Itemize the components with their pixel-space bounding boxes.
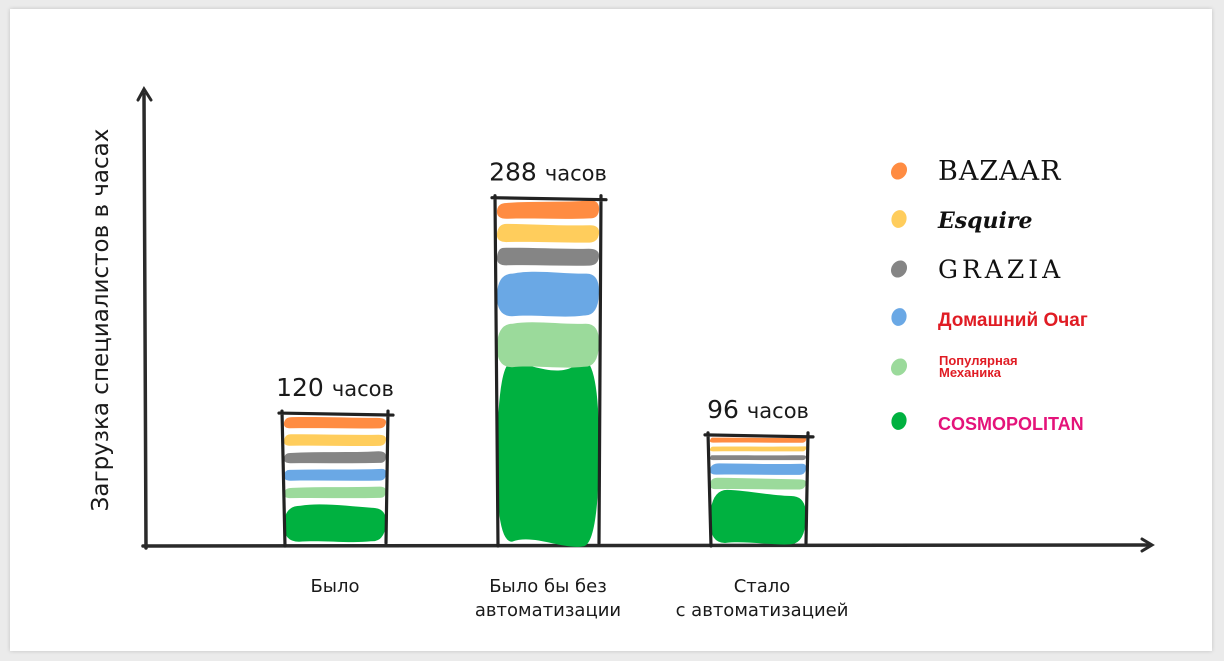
legend-label-4: Популярная Механика [939, 353, 1018, 380]
bar-segment-0-2 [283, 451, 387, 464]
legend-label-2: GRAZIA [938, 255, 1064, 284]
bar-segment-2-0 [709, 437, 807, 443]
legend-swatch-0 [890, 162, 908, 180]
bar-segment-1-0 [496, 200, 600, 219]
total-labels: 120 часов 288 часов 96 часов [276, 158, 809, 424]
x-tick-label-line: Было бы без [489, 576, 607, 597]
x-axis-arrow [1140, 537, 1155, 553]
bar-segment-1-4 [496, 322, 600, 368]
bar-segment-2-1 [709, 446, 807, 452]
y-axis-arrow [136, 86, 153, 102]
bar-total-label-1: 288 часов [489, 158, 607, 187]
bar-segment-2-4 [709, 477, 807, 490]
bar-segment-1-3 [496, 271, 600, 317]
bar-total-label-0: 120 часов [276, 373, 394, 402]
bar-segment-1-1 [496, 223, 600, 243]
legend: BAZAAR Esquire GRAZIA Домашний Очаг Популярн… [890, 156, 1088, 434]
bar-frame-1 [490, 194, 608, 548]
x-tick-label-2: Стало с автоматизацией [676, 576, 849, 621]
legend-label-0: BAZAAR [938, 156, 1061, 187]
bar-total-value-1: 288 [489, 158, 537, 187]
legend-swatch-3 [891, 308, 907, 326]
y-axis-label: Загрузка специалистов в часах [88, 129, 114, 512]
x-tick-label-line: автоматизации [475, 600, 621, 621]
x-tick-label-line: Было [310, 576, 359, 597]
bars-group [277, 194, 815, 548]
legend-label-line: Механика [939, 365, 1002, 380]
x-tick-label-1: Было бы без автоматизации [475, 576, 621, 621]
legend-swatch-2 [890, 260, 908, 278]
legend-swatch-5 [891, 412, 907, 430]
legend-swatch-1 [891, 210, 907, 228]
bar-total-unit-2: часов [747, 399, 809, 423]
x-tick-label-line: с автоматизацией [676, 600, 849, 621]
legend-swatch-4 [890, 358, 908, 376]
bar-frame-0 [277, 409, 395, 548]
bar-segment-0-5 [283, 504, 387, 543]
bar-total-value-2: 96 [707, 395, 739, 424]
legend-item-1: Esquire [891, 208, 1032, 234]
bar-segment-2-3 [709, 463, 807, 475]
bar-segment-2-5 [709, 489, 807, 545]
x-tick-label-line: Стало [734, 576, 791, 597]
bar-segment-1-2 [496, 247, 600, 266]
bar-total-label-2: 96 часов [707, 395, 809, 424]
legend-item-0: BAZAAR [890, 156, 1061, 187]
legend-item-4: Популярная Механика [890, 353, 1018, 380]
legend-item-5: COSMOPOLITAN [891, 412, 1084, 434]
x-tick-label-0: Было [310, 576, 359, 597]
category-labels: Было Было бы без автоматизации Стало с автом… [310, 576, 848, 621]
bar-frame-2 [703, 431, 815, 548]
bar-segment-1-5 [496, 359, 600, 547]
y-axis-line [142, 92, 148, 550]
axes [136, 86, 1155, 553]
legend-label-5: COSMOPOLITAN [938, 414, 1084, 434]
legend-item-2: GRAZIA [890, 255, 1064, 284]
bar-total-value-0: 120 [276, 373, 324, 402]
bar-segment-2-2 [709, 455, 807, 461]
bar-segment-0-0 [283, 416, 387, 429]
bar-total-unit-1: часов [545, 162, 607, 186]
legend-label-3: Домашний Очаг [938, 310, 1088, 331]
legend-label-line: Популярная [939, 353, 1018, 368]
legend-label-1: Esquire [937, 208, 1032, 234]
legend-item-3: Домашний Очаг [891, 308, 1088, 331]
bar-segment-0-4 [283, 486, 387, 499]
x-axis-line [141, 543, 1152, 548]
bar-total-unit-0: часов [332, 377, 394, 401]
bar-segment-0-3 [283, 468, 387, 481]
bar-segment-0-1 [283, 434, 387, 447]
